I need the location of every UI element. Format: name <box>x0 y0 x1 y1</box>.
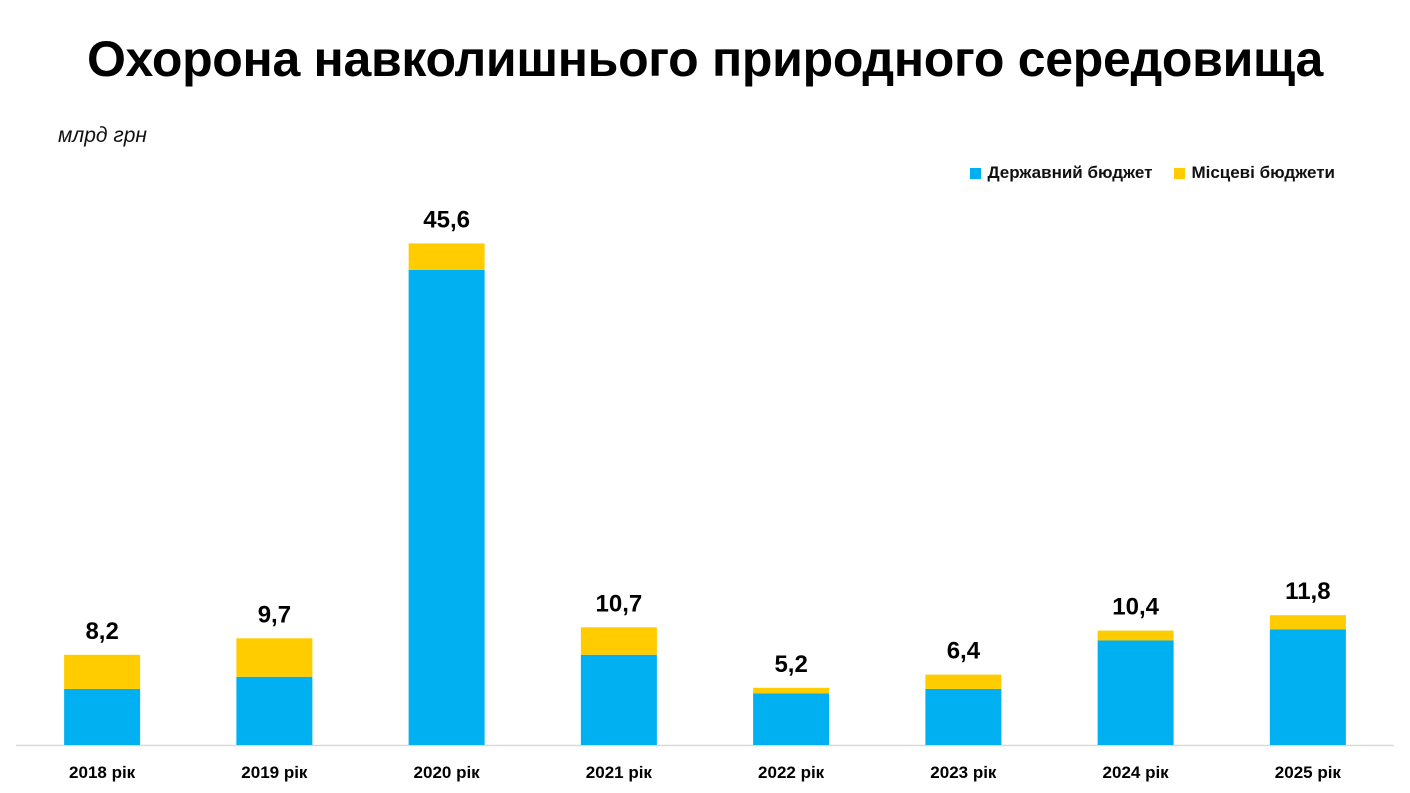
bar-local-1 <box>236 638 313 677</box>
data-label: 9,7 <box>258 601 291 628</box>
bar-local-7 <box>1269 615 1346 630</box>
legend-item-local: Місцеві бюджети <box>1174 163 1335 183</box>
bar-local-0 <box>64 654 141 689</box>
x-tick-label: 2018 рік <box>69 763 136 782</box>
unit-label: млрд грн <box>58 124 147 147</box>
x-tick-label: 2023 рік <box>930 763 997 782</box>
bar-local-4 <box>753 687 830 694</box>
x-tick-label: 2022 рік <box>758 763 825 782</box>
bar-local-6 <box>1097 630 1174 641</box>
data-label: 8,2 <box>85 618 118 645</box>
bar-state-6 <box>1097 640 1174 745</box>
data-label: 45,6 <box>423 206 470 233</box>
x-tick-label: 2020 рік <box>414 763 481 782</box>
data-label: 5,2 <box>774 651 807 678</box>
data-label: 6,4 <box>947 638 981 665</box>
bar-state-3 <box>580 654 657 745</box>
x-tick-label: 2024 рік <box>1103 763 1170 782</box>
legend-swatch-state <box>970 167 982 179</box>
bar-state-4 <box>753 693 830 745</box>
bar-state-2 <box>408 269 485 745</box>
x-tick-label: 2019 рік <box>241 763 308 782</box>
bar-local-2 <box>408 243 485 270</box>
data-label: 11,8 <box>1285 578 1330 605</box>
bar-local-3 <box>580 627 657 655</box>
bar-local-5 <box>925 674 1002 689</box>
legend-item-state: Державний бюджет <box>970 163 1152 183</box>
legend-label-local: Місцеві бюджети <box>1191 163 1335 182</box>
bar-state-5 <box>925 688 1002 745</box>
chart-title: Охорона навколишнього природного середов… <box>86 31 1324 87</box>
bar-state-0 <box>64 688 141 745</box>
x-tick-label: 2021 рік <box>586 763 653 782</box>
x-tick-label: 2025 рік <box>1275 763 1342 782</box>
bar-state-7 <box>1269 629 1346 745</box>
legend-swatch-local <box>1174 167 1186 179</box>
legend: Державний бюджет Місцеві бюджети <box>970 163 1335 183</box>
legend-label-state: Державний бюджет <box>987 163 1153 182</box>
bar-state-1 <box>236 676 313 745</box>
data-label: 10,4 <box>1112 594 1159 621</box>
data-label: 10,7 <box>596 590 643 617</box>
